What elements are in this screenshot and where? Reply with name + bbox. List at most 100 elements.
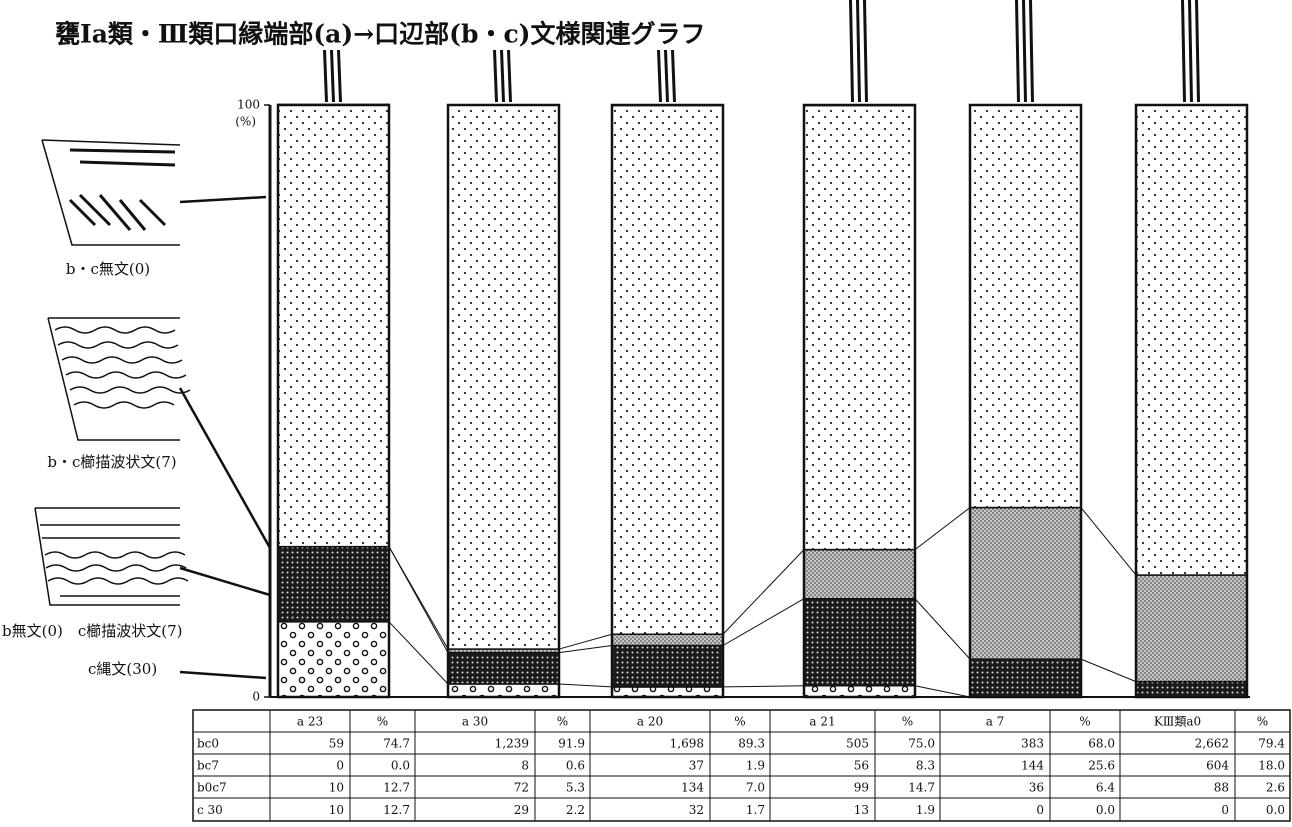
table-percent: 1.7 — [746, 803, 765, 817]
bar-segment — [447, 104, 560, 650]
table-count: 29 — [514, 803, 529, 817]
connector — [1080, 507, 1137, 576]
connector — [914, 598, 971, 660]
bar-outline — [968, 103, 1083, 699]
reference-stroke — [671, 49, 676, 103]
bar-segment — [969, 658, 1082, 698]
table-count: 8 — [521, 759, 529, 773]
table-header: % — [1079, 715, 1090, 729]
table-percent: 25.6 — [1088, 759, 1115, 773]
reference-stroke — [664, 49, 669, 103]
bar-segment — [277, 545, 390, 623]
table-percent: 74.7 — [383, 737, 410, 751]
table-percent: 7.0 — [746, 781, 765, 795]
table-percent: 12.7 — [383, 803, 410, 817]
table-count: 88 — [1214, 781, 1229, 795]
reference-stroke — [1029, 0, 1034, 103]
table-row-label: bc7 — [197, 759, 219, 773]
connector — [722, 685, 805, 688]
table-percent: 68.0 — [1088, 737, 1115, 751]
bar-segment — [277, 103, 390, 548]
bar-outline — [276, 103, 391, 699]
reference-stroke — [323, 49, 328, 103]
table-percent: 2.2 — [566, 803, 585, 817]
legend-label: b無文(0) c櫛描波状文(7) — [2, 622, 183, 640]
bar-outline — [446, 103, 561, 699]
connector — [914, 507, 971, 550]
bar-segment — [277, 621, 390, 698]
y-tick-label: 0 — [252, 690, 260, 704]
table-row-label: b0c7 — [197, 781, 227, 795]
connector — [558, 633, 613, 650]
table-header: a 30 — [462, 715, 488, 729]
legend-label: b・c無文(0) — [66, 260, 150, 278]
table-header: a 7 — [986, 715, 1005, 729]
y-unit: (%) — [235, 115, 256, 129]
table-count: 134 — [681, 781, 704, 795]
table-count: 13 — [854, 803, 869, 817]
table-count: 604 — [1206, 759, 1229, 773]
reference-stroke — [1015, 0, 1020, 103]
connector — [1080, 658, 1137, 683]
bar-segment — [1135, 680, 1248, 698]
table-count: 1,698 — [670, 737, 704, 751]
table-header: % — [1257, 715, 1268, 729]
connector — [388, 621, 449, 685]
bar-segment — [803, 685, 916, 698]
table-percent: 5.3 — [566, 781, 585, 795]
bar-segment — [611, 633, 724, 647]
table-border — [192, 709, 1291, 822]
chart-title: 甕Ⅰa類・Ⅲ類口縁端部(a)→口辺部(b・c)文様関連グラフ — [55, 20, 706, 49]
table-count: 10 — [329, 781, 344, 795]
legend-label: c縄文(30) — [88, 660, 157, 678]
table-header: % — [557, 715, 568, 729]
table-count: 383 — [1021, 737, 1044, 751]
connector — [388, 546, 449, 650]
table-percent: 0.0 — [1266, 803, 1285, 817]
table-count: 0 — [1221, 803, 1229, 817]
table-count: 2,662 — [1195, 737, 1229, 751]
table-percent: 12.7 — [383, 781, 410, 795]
table-count: 72 — [514, 781, 529, 795]
bar-outline — [610, 103, 725, 699]
y-tick-label: 100 — [237, 98, 260, 112]
reference-stroke — [856, 0, 861, 103]
table-header: % — [377, 715, 388, 729]
legend-sketches — [34, 139, 272, 680]
table-percent: 6.4 — [1096, 781, 1115, 795]
table-percent: 89.3 — [738, 737, 765, 751]
table-count: 59 — [329, 737, 344, 751]
table-header: a 21 — [809, 715, 835, 729]
bar-segment — [1135, 574, 1248, 683]
connector — [558, 683, 613, 688]
reference-stroke — [1188, 0, 1193, 103]
reference-stroke — [657, 49, 662, 103]
table-count: 56 — [854, 759, 869, 773]
connector — [914, 685, 971, 698]
reference-stroke — [863, 0, 868, 103]
bar-segment — [1135, 104, 1248, 576]
connector — [722, 598, 805, 646]
bar-segment — [611, 686, 724, 698]
table-percent: 0.6 — [566, 759, 585, 773]
bar-outline — [802, 103, 917, 699]
table-count: 1,239 — [495, 737, 529, 751]
table-header: a 23 — [297, 715, 323, 729]
table-percent: 1.9 — [916, 803, 935, 817]
reference-stroke — [507, 49, 512, 103]
table-row-label: bc0 — [197, 737, 219, 751]
table-header: a 20 — [637, 715, 663, 729]
connector — [558, 645, 613, 654]
table-count: 0 — [336, 759, 344, 773]
table-header: % — [902, 715, 913, 729]
legend-label: b・c櫛描波状文(7) — [47, 453, 176, 471]
bar-segment — [803, 597, 916, 687]
bar-segment — [611, 644, 724, 688]
table-percent: 79.4 — [1258, 737, 1285, 751]
table-row-label: c 30 — [197, 803, 223, 817]
table-percent: 14.7 — [908, 781, 935, 795]
bar-segment — [447, 651, 560, 685]
connector — [722, 549, 805, 635]
